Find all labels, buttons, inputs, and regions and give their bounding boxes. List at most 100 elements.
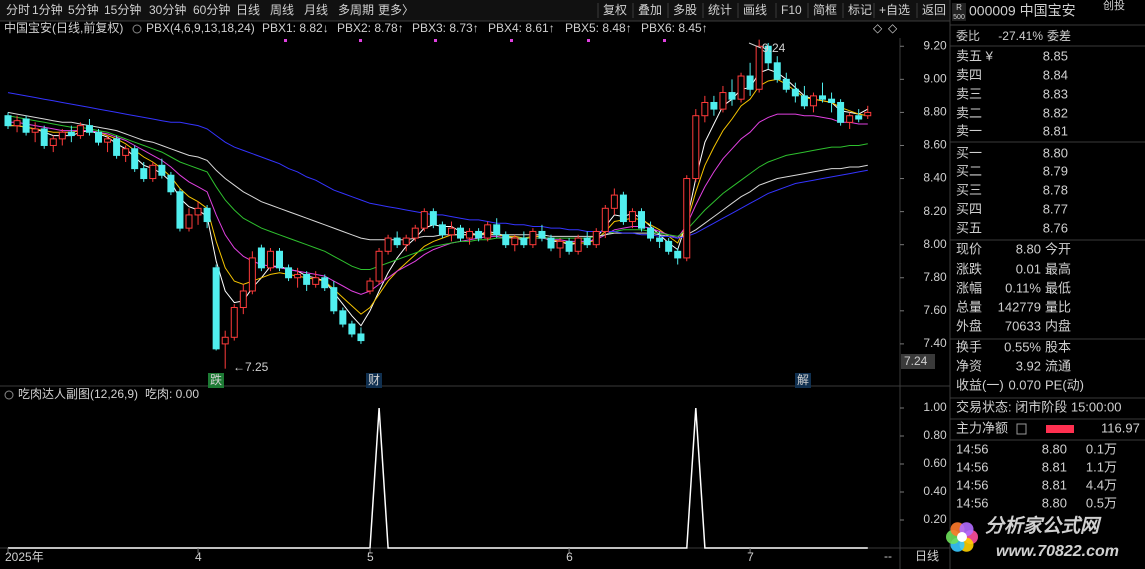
stat-value: 70633 [1005, 318, 1041, 333]
candle-body [131, 148, 139, 170]
y-tick-label: 8.40 [923, 171, 947, 185]
tool-button[interactable]: F10 [781, 3, 802, 17]
candle-body [701, 101, 709, 117]
event-marker: 财 [368, 373, 380, 387]
order-price: 8.76 [1043, 220, 1068, 235]
period-button[interactable]: 更多〉 [378, 3, 414, 17]
high-pointer [748, 42, 762, 49]
period-button[interactable]: 分时 [6, 3, 30, 17]
window-icon[interactable]: ◇ [873, 21, 883, 35]
tool-button[interactable]: 返回 [922, 3, 946, 17]
footer-period[interactable]: 日线 [915, 549, 939, 563]
y-tick-label: 8.00 [923, 237, 947, 251]
tool-button[interactable]: 简框 [813, 3, 837, 17]
candle-body [855, 115, 863, 120]
tool-button[interactable]: 复权 [603, 3, 627, 17]
trade-volume: 0.5万 [1086, 495, 1117, 510]
x-tick-label: 6 [566, 550, 573, 564]
period-button[interactable]: 周线 [270, 3, 294, 17]
period-button[interactable]: 15分钟 [104, 2, 141, 17]
stat-label: 最高 [1045, 261, 1071, 276]
candle-body [321, 277, 329, 289]
candle-body [628, 211, 636, 223]
candle-body [230, 307, 238, 338]
x-tick-label: 5 [367, 550, 374, 564]
period-button[interactable]: 日线 [236, 3, 260, 17]
tool-button[interactable]: +自选 [879, 3, 910, 17]
candle-body [710, 101, 718, 110]
stat-label: 涨跌 [956, 261, 982, 276]
event-marker-bg [795, 373, 811, 388]
candle-body [556, 240, 564, 249]
candle-body [257, 247, 265, 269]
order-price: 8.77 [1043, 201, 1068, 216]
watermark-url: www.70822.com [996, 543, 1119, 560]
candle-body [574, 237, 582, 252]
period-button[interactable]: 5分钟 [68, 2, 99, 17]
trade-price: 8.81 [1042, 459, 1067, 474]
candle-body [58, 131, 66, 140]
trade-price: 8.80 [1042, 495, 1067, 510]
candle-body [384, 237, 392, 252]
period-button[interactable]: 60分钟 [193, 2, 230, 17]
legend-dot [284, 39, 287, 42]
legend-dot [359, 39, 362, 42]
y-tick-label: 0.20 [923, 512, 947, 526]
tool-button[interactable]: 多股 [673, 3, 697, 17]
y-tick-label: 0.40 [923, 484, 947, 498]
candle-body [520, 237, 528, 246]
stat-value: 0.070 [1008, 377, 1041, 392]
candle-body [348, 323, 356, 335]
main-flow-icon [1016, 423, 1027, 435]
period-button[interactable]: 30分钟 [149, 2, 186, 17]
period-button[interactable]: 多周期 [338, 3, 374, 17]
order-label: 卖二 [956, 105, 982, 120]
period-button[interactable]: 月线 [304, 3, 328, 17]
main-flow-label: 主力净额 [956, 420, 1008, 435]
candle-body [176, 191, 184, 229]
stat-label: 涨幅 [956, 280, 982, 295]
y-tick-label: 7.60 [923, 303, 947, 317]
settings-icon[interactable] [4, 390, 14, 400]
tool-button[interactable]: 统计 [708, 3, 732, 17]
event-marker: 解 [797, 373, 809, 387]
indicator-line [7, 111, 868, 241]
indicator-line [8, 78, 868, 315]
legend-entry: PBX2: 8.78↑ [337, 21, 404, 35]
candle-body [466, 230, 474, 239]
stat-label: 流通 [1045, 358, 1071, 373]
axis-marker-bg [901, 354, 935, 369]
candle-body [511, 237, 519, 246]
candle-body [411, 227, 419, 239]
trade-time: 14:56 [956, 477, 989, 492]
stat-label: 外盘 [956, 318, 982, 333]
low-label: ←7.25 [233, 360, 269, 374]
trade-time: 14:56 [956, 495, 989, 510]
indicator-line [7, 92, 868, 239]
candle-body [447, 227, 455, 236]
candle-body [475, 230, 483, 239]
stat-label: 内盘 [1045, 318, 1071, 333]
candle-body [656, 237, 664, 242]
order-label: 买四 [956, 201, 982, 216]
tool-button[interactable]: 叠加 [638, 3, 662, 17]
ratio-label: 委差 [1047, 29, 1071, 43]
sub-chart-title: 吃肉达人副图(12,26,9) [18, 387, 138, 401]
candle-body [773, 62, 781, 80]
stat-value: 8.80 [1016, 241, 1041, 256]
settings-icon[interactable] [132, 24, 142, 34]
candle-body [782, 78, 790, 90]
candle-body [149, 164, 157, 180]
candle-body [493, 224, 501, 236]
indicator-line [7, 115, 868, 270]
candle-body [665, 240, 673, 252]
tool-button[interactable]: 标记 [848, 3, 872, 17]
legend-dot [434, 39, 437, 42]
tool-button[interactable]: 画线 [743, 3, 767, 17]
period-button[interactable]: 1分钟 [32, 2, 63, 17]
candle-body [538, 230, 546, 239]
candle-body [393, 237, 401, 246]
window-icon[interactable]: ◇ [888, 21, 898, 35]
candle-body [728, 92, 736, 100]
